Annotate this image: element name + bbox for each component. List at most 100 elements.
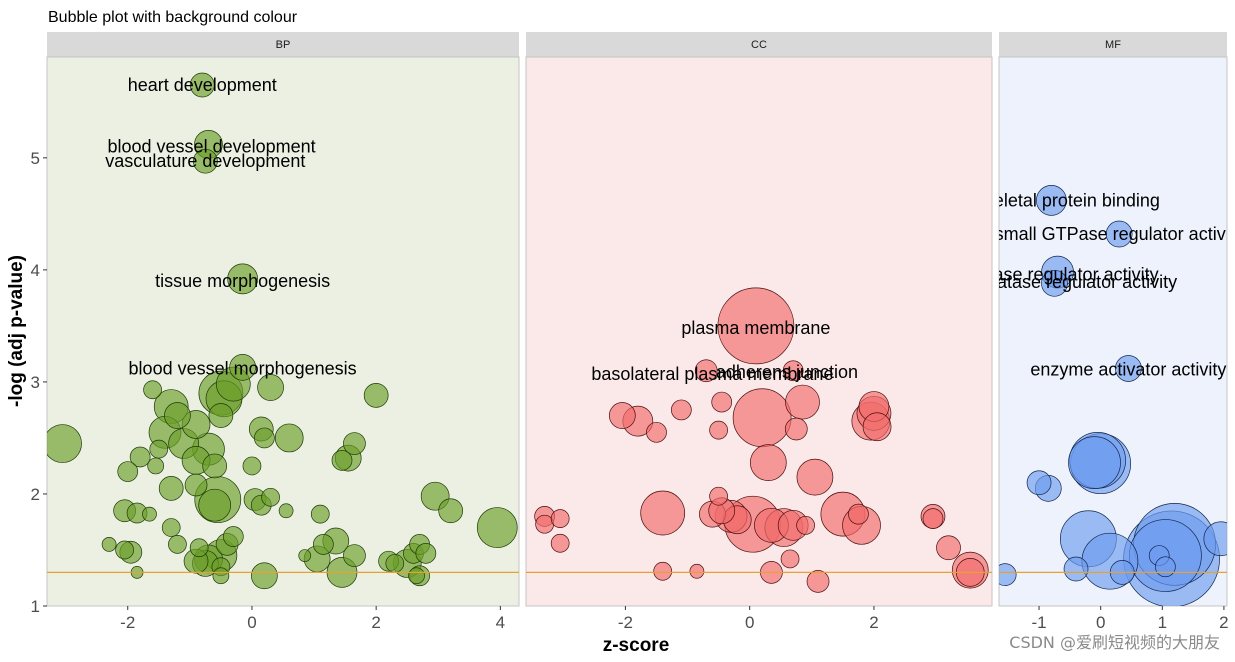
bubble-point bbox=[261, 487, 280, 507]
bubble-label: cytoskeletal protein binding bbox=[943, 190, 1160, 210]
bubble-point bbox=[782, 360, 804, 382]
bubble-point bbox=[242, 456, 262, 476]
bubble-point bbox=[164, 402, 191, 429]
bubble-point bbox=[1115, 355, 1142, 382]
bubble-point bbox=[274, 423, 304, 453]
bubble-point bbox=[202, 453, 228, 479]
bubble-point bbox=[168, 535, 187, 554]
bubble-point bbox=[653, 561, 673, 581]
bubble-point bbox=[161, 518, 181, 537]
facet-strip bbox=[47, 32, 519, 57]
bubble-point bbox=[189, 72, 215, 98]
bubble-point bbox=[142, 506, 157, 522]
bubble-point bbox=[331, 449, 353, 471]
bubble-point bbox=[143, 380, 162, 400]
bubble-point bbox=[640, 490, 686, 536]
bubble-point bbox=[689, 563, 705, 579]
bubble-point bbox=[1026, 470, 1052, 496]
bubble-point bbox=[298, 549, 312, 562]
bubble-point bbox=[848, 503, 869, 525]
x-tick-label: 0 bbox=[745, 613, 754, 632]
bubble-point bbox=[438, 498, 464, 524]
bubble-point bbox=[229, 354, 256, 381]
x-tick-label: 2 bbox=[869, 613, 878, 632]
bubble-point bbox=[193, 148, 218, 174]
y-tick-label: 1 bbox=[31, 597, 40, 616]
bubble-point bbox=[198, 488, 232, 522]
bubble-point bbox=[129, 446, 151, 468]
bubble-label: blood vessel morphogenesis bbox=[129, 358, 357, 378]
watermark-text: CSDN @爱刷短视频的大朋友 bbox=[1009, 633, 1220, 652]
x-tick-label: 0 bbox=[247, 613, 256, 632]
bubble-point bbox=[343, 544, 366, 567]
bubble-point bbox=[608, 402, 636, 429]
bubble-point bbox=[1063, 556, 1089, 582]
facet-strip-label: MF bbox=[1105, 39, 1121, 51]
y-tick-label: 4 bbox=[31, 261, 40, 280]
bubble-point bbox=[784, 417, 808, 441]
bubble-label: tissue morphogenesis bbox=[155, 271, 330, 291]
panel-bp: BP heart development blood vessel developm… bbox=[46, 32, 520, 632]
bubble-point bbox=[115, 540, 134, 560]
x-tick-label: 2 bbox=[1219, 613, 1228, 632]
bubble-point bbox=[550, 509, 570, 528]
panel-cc: CC plasma membrane basolateral plasma memb… bbox=[525, 32, 993, 632]
bubble-point bbox=[117, 461, 139, 482]
x-tick-label: 2 bbox=[371, 613, 380, 632]
bubble-point bbox=[476, 507, 518, 548]
bubble-point bbox=[212, 567, 230, 585]
bubble-point bbox=[149, 439, 169, 459]
bubble-point bbox=[278, 503, 294, 519]
x-tick-label: -2 bbox=[120, 613, 135, 632]
bubble-label: blood vessel development bbox=[108, 137, 316, 157]
bubble-point bbox=[222, 526, 244, 547]
bubble-point bbox=[936, 535, 961, 561]
x-axis-title: z-score bbox=[603, 635, 670, 656]
bubble-label: basolateral plasma membrane bbox=[591, 364, 833, 384]
bubble-label: vasculature development bbox=[105, 151, 305, 171]
bubble-point bbox=[415, 542, 437, 564]
bubble-point bbox=[385, 554, 405, 573]
bubble-point bbox=[408, 567, 425, 585]
bubble-point bbox=[158, 476, 184, 501]
bubble-point bbox=[780, 549, 800, 569]
bubble-point bbox=[254, 427, 275, 449]
bubble-label: plasma membrane bbox=[681, 318, 830, 338]
bubble-label: adherens junction bbox=[716, 362, 858, 382]
facet-strip bbox=[999, 32, 1227, 57]
bubble-point bbox=[709, 420, 728, 440]
bubble-point bbox=[1068, 436, 1121, 489]
bubble-point bbox=[646, 421, 667, 443]
x-tick-label: 0 bbox=[1096, 613, 1105, 632]
bubble-point bbox=[709, 486, 728, 506]
bubble-point bbox=[208, 403, 234, 428]
bubble-point bbox=[1041, 269, 1068, 297]
bubble-point bbox=[1203, 521, 1227, 557]
bubble-point bbox=[257, 374, 284, 401]
y-axis: 1 2 3 4 5 bbox=[31, 149, 47, 616]
bubble-point bbox=[1155, 556, 1176, 578]
x-tick-label: 4 bbox=[496, 613, 505, 632]
x-tick-label: -1 bbox=[1031, 613, 1046, 632]
facet-strip-label: BP bbox=[276, 39, 291, 51]
bubble-point bbox=[670, 399, 692, 421]
bubble-point bbox=[147, 457, 165, 475]
bubble-point bbox=[101, 537, 117, 552]
bubble-point bbox=[310, 504, 330, 524]
bubble-point bbox=[999, 563, 1017, 586]
panel-marks: plasma membrane basolateral plasma membra… bbox=[526, 287, 992, 593]
bubble-point bbox=[717, 287, 795, 365]
facet-strip bbox=[526, 32, 992, 57]
bubble-point bbox=[749, 444, 787, 481]
x-tick-label: 1 bbox=[1158, 613, 1167, 632]
y-tick-label: 2 bbox=[31, 485, 40, 504]
bubble-point bbox=[732, 388, 792, 448]
bubble-point bbox=[227, 263, 258, 295]
bubble-point bbox=[694, 359, 718, 383]
bubble-point bbox=[796, 458, 834, 496]
bubble-point bbox=[785, 384, 820, 420]
bubble-label: enzyme activator activity bbox=[1030, 360, 1226, 380]
bubble-point bbox=[189, 538, 209, 558]
bubble-point bbox=[1036, 185, 1067, 216]
